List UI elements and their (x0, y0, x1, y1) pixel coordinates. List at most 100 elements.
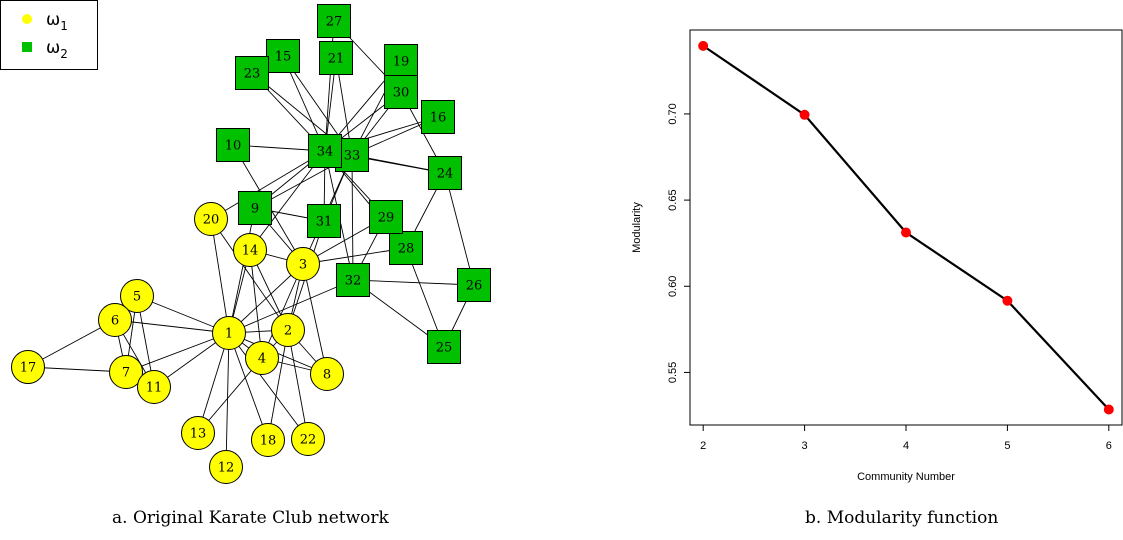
caption-network: a. Original Karate Club network (112, 508, 389, 528)
network-edge (114, 319, 230, 334)
network-node: 10 (216, 128, 250, 162)
y-tick-label: 0.55 (667, 362, 679, 383)
data-point (901, 227, 911, 238)
network-edge (444, 172, 475, 286)
node-label: 23 (244, 67, 261, 82)
x-tick-label: 3 (802, 440, 808, 452)
network-node: 4 (245, 341, 279, 375)
node-label: 33 (344, 149, 361, 164)
node-circle (137, 370, 171, 404)
network-edge (287, 329, 309, 440)
node-label: 13 (190, 427, 207, 442)
node-square (317, 4, 351, 38)
node-square (427, 330, 461, 364)
network-edge (210, 150, 326, 220)
node-label: 32 (345, 274, 362, 289)
node-label: 3 (299, 258, 307, 273)
network-edge (210, 218, 230, 334)
x-tick-label: 5 (1004, 440, 1010, 452)
network-edge (125, 332, 230, 373)
network-edge (228, 279, 354, 334)
network-node: 25 (427, 330, 461, 364)
caption-modularity: b. Modularity function (805, 508, 999, 528)
node-label: 17 (20, 361, 37, 376)
network-node: 23 (235, 56, 269, 90)
node-label: 30 (393, 86, 410, 101)
network-node: 8 (310, 357, 344, 391)
node-label: 31 (316, 215, 333, 230)
node-square (336, 263, 370, 297)
node-label: 9 (251, 202, 259, 217)
network-edge (210, 218, 289, 331)
node-circle (310, 357, 344, 391)
node-label: 34 (317, 145, 334, 160)
node-circle (286, 247, 320, 281)
data-point (1103, 404, 1114, 415)
network-edge (225, 332, 230, 468)
node-label: 4 (258, 352, 266, 367)
network-node: 18 (251, 423, 285, 457)
node-label: 16 (430, 111, 447, 126)
node-circle (194, 202, 228, 236)
node-circle (212, 316, 246, 350)
node-label: 26 (466, 279, 483, 294)
network-node: 27 (317, 4, 351, 38)
node-circle (120, 279, 154, 313)
node-label: 2 (284, 324, 292, 339)
y-tick-label: 0.65 (667, 189, 679, 210)
data-point (799, 109, 810, 120)
node-label: 22 (300, 433, 317, 448)
node-label: 15 (275, 50, 292, 65)
node-label: 12 (218, 461, 235, 476)
node-label: 14 (242, 244, 259, 259)
network-node: 6 (98, 303, 132, 337)
y-tick-label: 0.60 (667, 276, 679, 297)
node-label: 1 (225, 327, 233, 342)
network-edge (302, 263, 328, 375)
node-label: 19 (393, 55, 410, 70)
network-node: 32 (336, 263, 370, 297)
network-node: 7 (109, 355, 143, 389)
network-edge (249, 249, 263, 359)
network-node: 30 (384, 75, 418, 109)
network-node: 13 (181, 416, 215, 450)
node-square (369, 200, 403, 234)
network-edge (197, 332, 230, 434)
network-node: 21 (319, 41, 353, 75)
network-node: 1 (212, 316, 246, 350)
data-point (1002, 295, 1013, 306)
x-axis: 2 3 4 5 6 Community Number (700, 425, 1112, 483)
x-tick-label: 4 (903, 440, 909, 452)
legend-box (0, 0, 98, 70)
node-circle (181, 416, 215, 450)
node-label: 21 (328, 52, 345, 67)
node-circle (109, 355, 143, 389)
network-node: 24 (428, 156, 462, 190)
node-label: 6 (111, 314, 119, 329)
network-node: 26 (457, 268, 491, 302)
node-label: 11 (146, 381, 163, 396)
node-circle (11, 350, 45, 384)
network-edge (261, 263, 304, 359)
node-label: 8 (323, 368, 331, 383)
modularity-chart: 2 3 4 5 6 Community Number 0.55 0.60 0.65 0.70 Mod… (631, 29, 1123, 483)
network-node: 16 (421, 100, 455, 134)
network-node: 12 (209, 450, 243, 484)
network-node: 3 (286, 247, 320, 281)
x-tick-label: 2 (700, 440, 706, 452)
node-label: 18 (260, 434, 277, 449)
network-edge (228, 332, 269, 441)
node-square (319, 41, 353, 75)
data-points (698, 40, 1114, 415)
node-square (421, 100, 455, 134)
y-tick-label: 0.70 (667, 103, 679, 124)
network-edge (352, 279, 475, 286)
x-tick-label: 6 (1106, 440, 1112, 452)
node-circle (233, 233, 267, 267)
network-node: 19 (384, 44, 418, 78)
network-node: 9 (238, 191, 272, 225)
network-node: 31 (307, 204, 341, 238)
network-edge (302, 247, 407, 265)
